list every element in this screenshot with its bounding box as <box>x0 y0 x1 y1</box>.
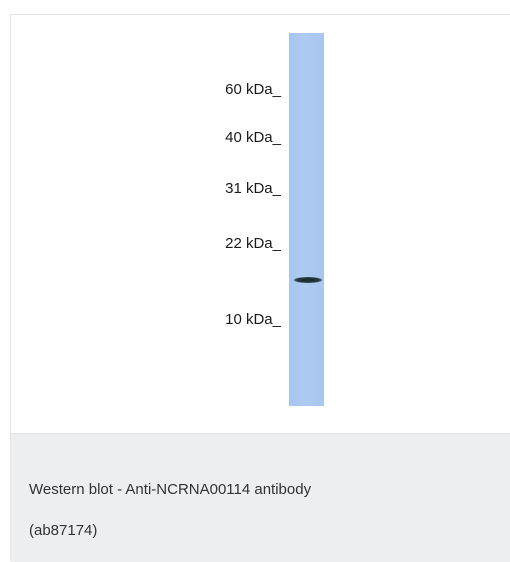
marker-60kda: 60 kDa_ <box>225 81 281 98</box>
caption-text: Western blot - Anti-NCRNA00114 antibody … <box>29 469 429 551</box>
marker-40kda: 40 kDa_ <box>225 129 281 146</box>
western-blot-image: 60 kDa_ 40 kDa_ 31 kDa_ 22 kDa_ 10 kDa_ <box>11 15 510 433</box>
marker-10kda: 10 kDa_ <box>225 311 281 328</box>
marker-31kda: 31 kDa_ <box>225 180 281 197</box>
figure-card: 60 kDa_ 40 kDa_ 31 kDa_ 22 kDa_ 10 kDa_ … <box>10 14 510 562</box>
figure-caption: Western blot - Anti-NCRNA00114 antibody … <box>11 433 510 562</box>
blot-lane <box>289 33 324 406</box>
protein-band <box>294 277 322 283</box>
caption-line-1: Western blot - Anti-NCRNA00114 antibody <box>29 481 312 498</box>
caption-line-2: (ab87174) <box>29 522 98 539</box>
marker-22kda: 22 kDa_ <box>225 235 281 252</box>
